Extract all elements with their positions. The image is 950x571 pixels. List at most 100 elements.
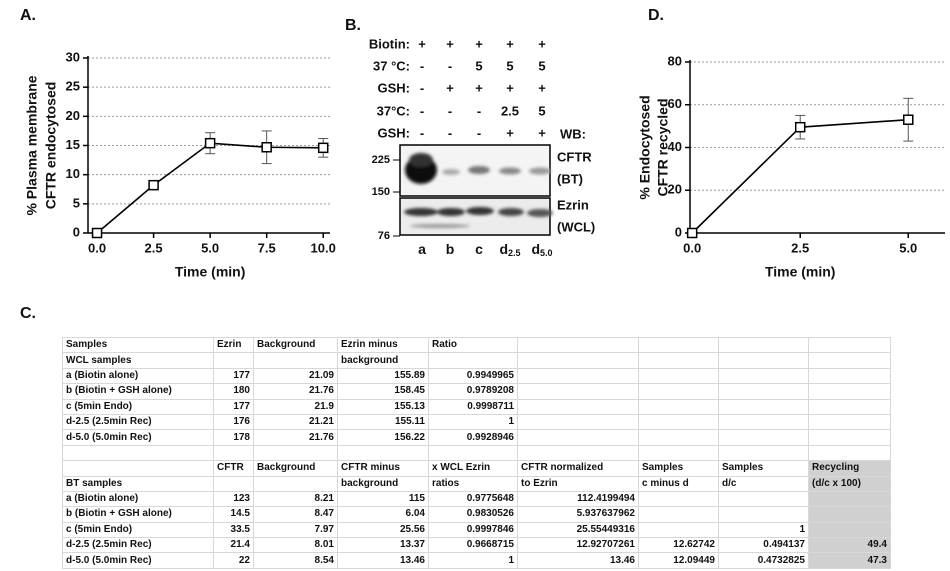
table-cell: 8.01 [254, 538, 338, 553]
panel-label: A. [20, 7, 36, 24]
table-cell: 0.9668715 [429, 538, 518, 553]
table-cell: 13.37 [338, 538, 429, 553]
table-cell [254, 476, 338, 491]
table-cell: 1 [429, 414, 518, 429]
y-tick-label: 80 [668, 53, 682, 68]
table-cell [639, 353, 719, 368]
table-cell: Ezrin [214, 338, 254, 353]
table-cell: b (Biotin + GSH alone) [63, 507, 214, 522]
condition-label: GSH: [378, 125, 411, 140]
table-cell [719, 507, 809, 522]
table-cell [518, 338, 639, 353]
y-tick-label: 25 [66, 79, 80, 94]
table-cell: BT samples [63, 476, 214, 491]
condition-value: 2.5 [501, 103, 519, 118]
table-cell: a (Biotin alone) [63, 491, 214, 506]
x-tick-label: 7.5 [258, 240, 276, 255]
table-cell: 21.4 [214, 538, 254, 553]
table-cell: 0.4732825 [719, 553, 809, 568]
table-cell: 0.494137 [719, 538, 809, 553]
y-tick-label: 30 [66, 49, 80, 64]
table-cell [809, 491, 891, 506]
table-cell: x WCL Ezrin [429, 461, 518, 476]
table-cell: 25.55449316 [518, 522, 639, 537]
table-cell: 177 [214, 368, 254, 383]
data-point [319, 143, 328, 152]
table-cell: 155.11 [338, 414, 429, 429]
x-tick-label: 2.5 [145, 240, 163, 255]
table-cell: 180 [214, 384, 254, 399]
table-cell: 0.9775648 [429, 491, 518, 506]
x-tick-label: 2.5 [791, 240, 809, 255]
lane-letter: a [418, 241, 426, 257]
table-cell: Samples [63, 338, 214, 353]
y-tick-label: 10 [66, 166, 80, 181]
table-cell [809, 445, 891, 460]
table-cell [639, 522, 719, 537]
table-cell: 13.46 [518, 553, 639, 568]
table-cell [809, 368, 891, 383]
table-cell: 115 [338, 491, 429, 506]
table-cell [809, 507, 891, 522]
table-cell: 156.22 [338, 430, 429, 445]
table-cell: 21.76 [254, 430, 338, 445]
condition-value: 5 [506, 58, 513, 73]
panel-label: C. [20, 305, 36, 322]
table-cell: 176 [214, 414, 254, 429]
table-cell: 6.04 [338, 507, 429, 522]
condition-label: Biotin: [369, 36, 410, 51]
band-name: Ezrin [557, 197, 589, 212]
table-cell [809, 414, 891, 429]
lane-letter: b [446, 241, 455, 257]
table-cell: ratios [429, 476, 518, 491]
data-point [206, 139, 215, 148]
table-cell [518, 445, 639, 460]
condition-value: - [448, 103, 452, 118]
table-cell [719, 399, 809, 414]
x-tick-label: 10.0 [311, 240, 336, 255]
lane-letter: c [475, 241, 483, 257]
table-cell: background [338, 353, 429, 368]
lane-label: b [446, 241, 455, 257]
table-cell [639, 507, 719, 522]
table-cell: 1 [429, 553, 518, 568]
condition-value: 5 [475, 58, 482, 73]
condition-value: - [420, 58, 424, 73]
condition-value: - [448, 58, 452, 73]
table-cell: Background [254, 338, 338, 353]
data-point [93, 229, 102, 238]
table-cell: 12.62742 [639, 538, 719, 553]
data-table: SamplesEzrinBackgroundEzrin minusRatioWC… [62, 337, 891, 569]
table-cell [639, 445, 719, 460]
table-cell: d/c [719, 476, 809, 491]
table-cell [254, 445, 338, 460]
table-cell: 49.4 [809, 538, 891, 553]
lane-label: d5.0 [531, 241, 552, 259]
table-cell: 13.46 [338, 553, 429, 568]
table-row: c (5min Endo)33.57.9725.560.999784625.55… [63, 522, 891, 537]
lane-label: c [475, 241, 483, 257]
table-row: b (Biotin + GSH alone)18021.76158.450.97… [63, 384, 891, 399]
table-cell: Ratio [429, 338, 518, 353]
condition-value: - [420, 80, 424, 95]
table-cell [254, 353, 338, 368]
table-cell: 8.47 [254, 507, 338, 522]
table-cell [719, 491, 809, 506]
table-cell [719, 430, 809, 445]
table-cell: 25.56 [338, 522, 429, 537]
condition-label: 37°C: [377, 103, 410, 118]
band-source: (WCL) [557, 219, 595, 234]
table-cell: background [338, 476, 429, 491]
table-cell [809, 399, 891, 414]
band-source: (BT) [557, 171, 583, 186]
table-cell: CFTR [214, 461, 254, 476]
table-cell: c (5min Endo) [63, 399, 214, 414]
table-cell [719, 414, 809, 429]
table-cell [719, 384, 809, 399]
table-cell [719, 368, 809, 383]
condition-value: + [446, 36, 454, 51]
table-cell: 14.5 [214, 507, 254, 522]
condition-value: + [506, 125, 514, 140]
